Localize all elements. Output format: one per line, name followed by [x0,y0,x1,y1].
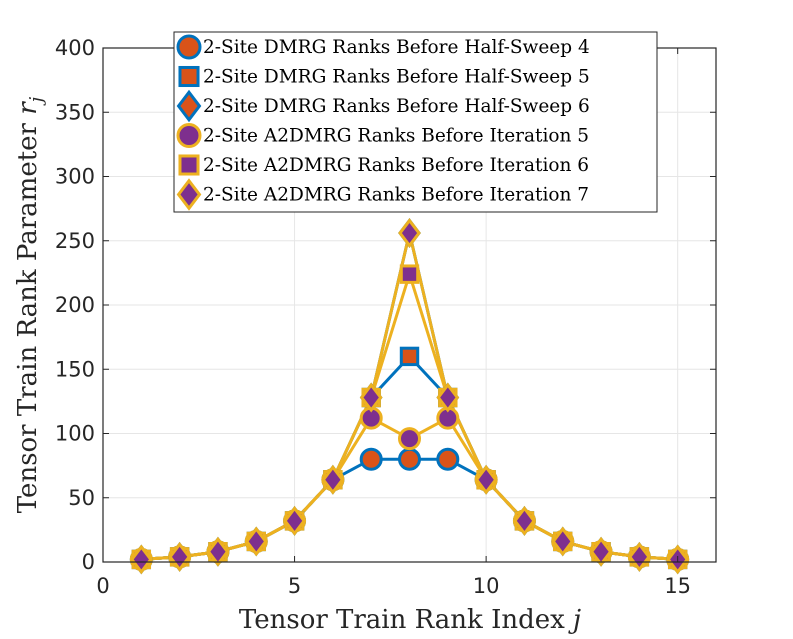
data-point-circle-marker [398,447,421,471]
x-tick-label: 5 [288,574,301,598]
data-point-diamond-marker [206,536,230,567]
data-point-circle-marker [398,427,421,451]
y-tick-label: 200 [55,293,95,317]
y-tick-label: 0 [82,550,95,574]
y-tick-label: 100 [55,422,95,446]
data-point-circle-marker [436,447,460,471]
legend-item-5: 2-Site A2DMRG Ranks Before Iteration 6 [178,154,589,176]
legend-item-2: 2-Site DMRG Ranks Before Half-Sweep 5 [178,65,590,88]
x-tick-label: 0 [96,574,109,598]
data-point-diamond-marker [168,541,192,572]
legend-label: 2-Site DMRG Ranks Before Half-Sweep 5 [203,67,590,88]
legend-diamond-marker [176,178,202,211]
legend-square-marker [178,65,200,88]
legend-circle-marker [176,123,202,148]
data-point-diamond-marker [129,544,153,575]
legend-diamond-marker [176,89,202,123]
legend-item-6: 2-Site A2DMRG Ranks Before Iteration 7 [176,178,589,211]
series-markers [129,218,690,575]
y-tick-label: 250 [55,229,95,253]
data-point-diamond-marker [321,464,345,495]
legend-label: 2-Site A2DMRG Ranks Before Iteration 6 [203,155,589,176]
data-point-diamond-marker [359,382,383,413]
data-point-diamond-marker [627,541,651,572]
data-point-diamond-marker [513,505,536,536]
x-axis-title: Tensor Train Rank Index j [239,605,581,635]
y-tick-label: 150 [55,357,95,381]
legend-circle-marker [176,34,202,60]
legend: 2-Site DMRG Ranks Before Half-Sweep 4 2-S… [173,31,658,213]
y-tick-label: 50 [68,486,95,510]
legend-square-marker [178,154,200,176]
y-tick-label: 350 [55,100,95,124]
series-markers-6 [129,218,690,575]
x-tick-label: 10 [473,574,500,598]
legend-label: 2-Site A2DMRG Ranks Before Iteration 7 [203,185,589,206]
legend-box [173,31,658,213]
legend-item-3: 2-Site DMRG Ranks Before Half-Sweep 6 [176,89,590,123]
data-point-diamond-marker [474,464,498,495]
data-point-diamond-marker [398,218,421,249]
legend-label: 2-Site DMRG Ranks Before Half-Sweep 6 [203,96,590,117]
data-point-square-marker [399,264,420,284]
data-point-diamond-marker [589,536,613,567]
y-axis-title: Tensor Train Rank Parameter rj [13,96,47,513]
y-tick-label: 300 [55,165,95,189]
data-point-diamond-marker [283,505,306,536]
legend-item-4: 2-Site A2DMRG Ranks Before Iteration 5 [176,123,589,148]
legend-item-1: 2-Site DMRG Ranks Before Half-Sweep 4 [176,34,590,60]
x-tick-label: 15 [664,574,691,598]
data-point-diamond-marker [244,526,268,557]
legend-label: 2-Site A2DMRG Ranks Before Iteration 5 [203,126,589,147]
data-point-square-marker [399,346,420,367]
data-point-diamond-marker [436,382,460,413]
data-point-diamond-marker [551,526,575,557]
y-tick-label: 400 [55,36,95,60]
legend-label: 2-Site DMRG Ranks Before Half-Sweep 4 [203,37,590,58]
data-point-circle-marker [359,447,383,471]
